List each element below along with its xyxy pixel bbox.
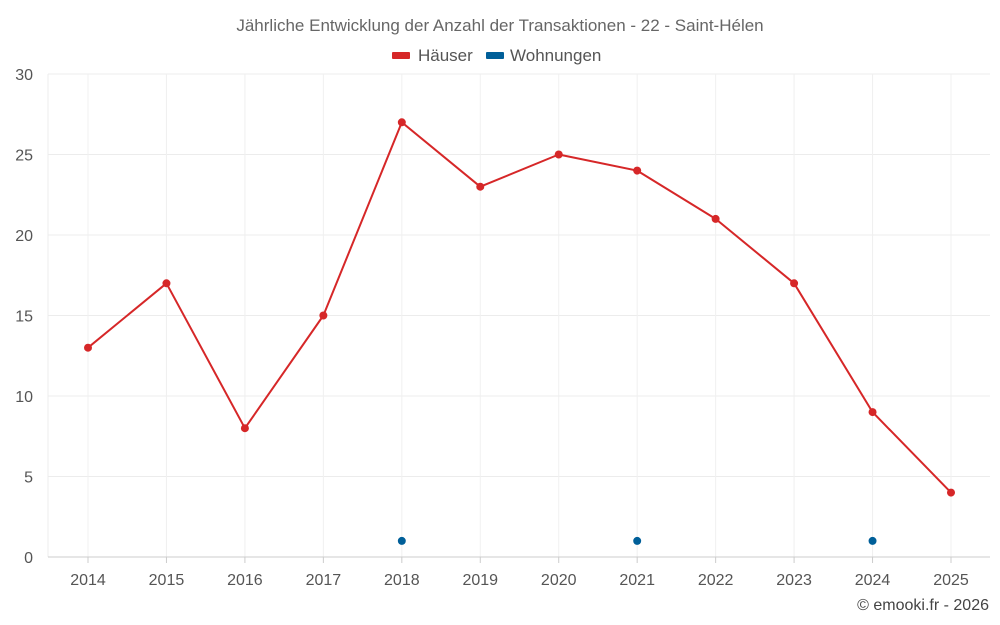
legend-label-apartments: Wohnungen [510, 46, 601, 65]
legend-label-houses: Häuser [418, 46, 473, 65]
apartments-point-2018[interactable] [397, 536, 406, 545]
x-tick-label: 2016 [227, 572, 263, 589]
x-tick-label: 2023 [776, 572, 812, 589]
legend-swatch-houses [392, 52, 410, 59]
y-tick-label: 5 [24, 470, 33, 487]
y-tick-label: 15 [15, 309, 33, 326]
legend-item-houses[interactable]: Häuser [392, 46, 473, 65]
x-tick-label: 2022 [698, 572, 734, 589]
legend-swatch-apartments [486, 52, 504, 59]
grid [47, 73, 990, 557]
y-tick-label: 20 [15, 228, 33, 245]
houses-point-2023[interactable] [790, 279, 799, 288]
x-tick-label: 2018 [384, 572, 420, 589]
y-tick-label: 10 [15, 389, 33, 406]
houses-point-2022[interactable] [711, 214, 720, 223]
houses-point-2020[interactable] [554, 150, 563, 159]
houses-point-2016[interactable] [240, 424, 249, 433]
houses-point-2018[interactable] [397, 118, 406, 127]
legend-item-apartments[interactable]: Wohnungen [486, 46, 601, 65]
x-tick-label: 2020 [541, 572, 577, 589]
apartments-point-2021[interactable] [633, 536, 642, 545]
y-tick-label: 25 [15, 148, 33, 165]
x-tick-label: 2014 [70, 572, 106, 589]
x-tick-label: 2021 [619, 572, 655, 589]
y-tick-label: 0 [24, 550, 33, 567]
x-tick-label: 2017 [306, 572, 342, 589]
apartments-point-2024[interactable] [868, 536, 877, 545]
houses-point-2017[interactable] [319, 311, 328, 320]
x-tick-label: 2015 [149, 572, 185, 589]
chart-title: Jährliche Entwicklung der Anzahl der Tra… [236, 16, 763, 35]
houses-point-2015[interactable] [162, 279, 171, 288]
copyright-credit: © emooki.fr - 2026 [857, 597, 989, 614]
series-line-0 [87, 121, 952, 494]
houses-point-2021[interactable] [633, 166, 642, 175]
series-layer [84, 118, 955, 545]
y-tick-label: 30 [15, 67, 33, 84]
houses-point-2024[interactable] [868, 408, 877, 417]
x-tick-label: 2019 [462, 572, 498, 589]
legend: Häuser Wohnungen [392, 46, 601, 65]
x-tick-label: 2024 [855, 572, 891, 589]
houses-point-2014[interactable] [84, 343, 92, 352]
houses-point-2025[interactable] [947, 488, 955, 497]
houses-point-2019[interactable] [476, 182, 485, 191]
x-tick-label: 2025 [933, 572, 969, 589]
